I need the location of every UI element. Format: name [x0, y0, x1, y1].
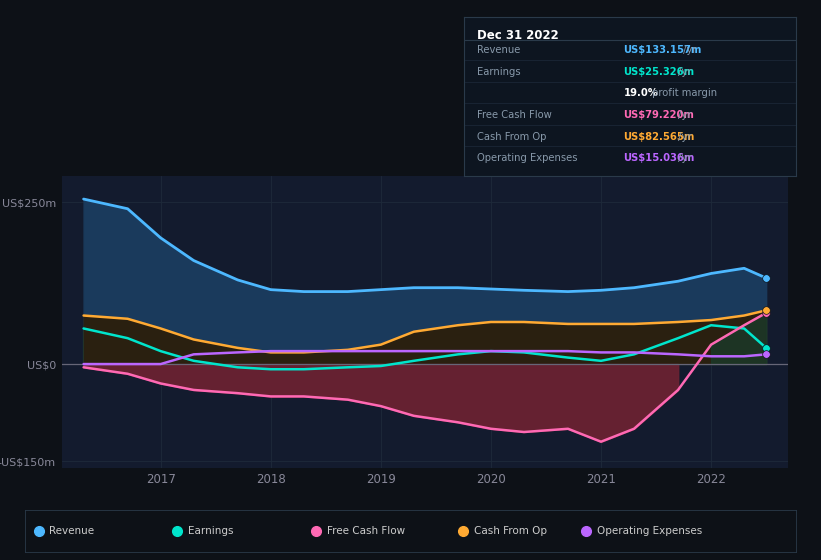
Text: profit margin: profit margin: [649, 88, 718, 99]
Text: /yr: /yr: [675, 67, 691, 77]
Text: /yr: /yr: [675, 132, 691, 142]
Text: US$79.220m: US$79.220m: [623, 110, 695, 120]
Text: Operating Expenses: Operating Expenses: [597, 526, 703, 535]
Text: Earnings: Earnings: [477, 67, 521, 77]
Text: Cash From Op: Cash From Op: [474, 526, 547, 535]
Text: US$25.326m: US$25.326m: [623, 67, 695, 77]
Text: US$82.565m: US$82.565m: [623, 132, 695, 142]
Text: Dec 31 2022: Dec 31 2022: [477, 29, 559, 42]
Text: Operating Expenses: Operating Expenses: [477, 153, 578, 163]
Text: /yr: /yr: [680, 45, 697, 55]
Text: 19.0%: 19.0%: [623, 88, 658, 99]
Text: /yr: /yr: [675, 153, 691, 163]
Text: /yr: /yr: [675, 110, 691, 120]
Text: US$133.157m: US$133.157m: [623, 45, 702, 55]
Text: Earnings: Earnings: [188, 526, 234, 535]
Text: US$15.036m: US$15.036m: [623, 153, 695, 163]
Text: Free Cash Flow: Free Cash Flow: [477, 110, 552, 120]
Text: Revenue: Revenue: [477, 45, 521, 55]
Text: Revenue: Revenue: [49, 526, 94, 535]
Text: Cash From Op: Cash From Op: [477, 132, 547, 142]
Text: Free Cash Flow: Free Cash Flow: [327, 526, 406, 535]
